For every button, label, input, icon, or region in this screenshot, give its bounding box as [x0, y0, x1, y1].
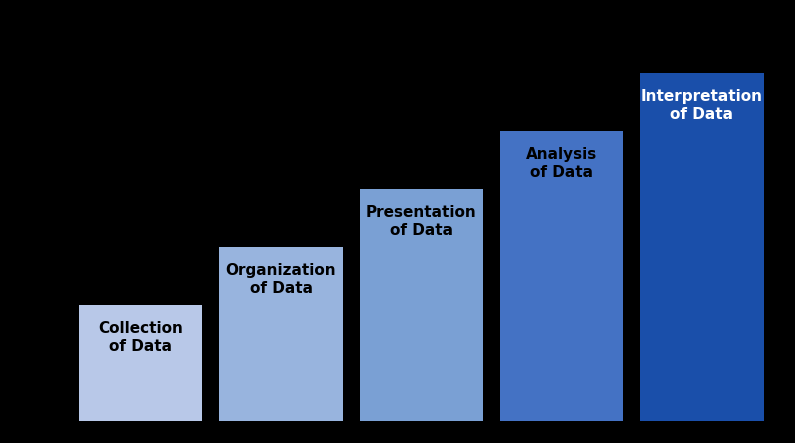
Text: Interpretation
of Data: Interpretation of Data	[641, 89, 763, 122]
Text: Analysis
of Data: Analysis of Data	[526, 147, 597, 180]
Bar	[359, 189, 483, 421]
Bar	[500, 131, 623, 421]
Bar	[219, 247, 343, 421]
Text: Presentation
of Data: Presentation of Data	[366, 205, 477, 238]
Text: Collection
of Data: Collection of Data	[99, 321, 183, 354]
Bar	[640, 73, 764, 421]
Text: Organization
of Data: Organization of Data	[226, 263, 336, 296]
Bar	[79, 305, 203, 421]
